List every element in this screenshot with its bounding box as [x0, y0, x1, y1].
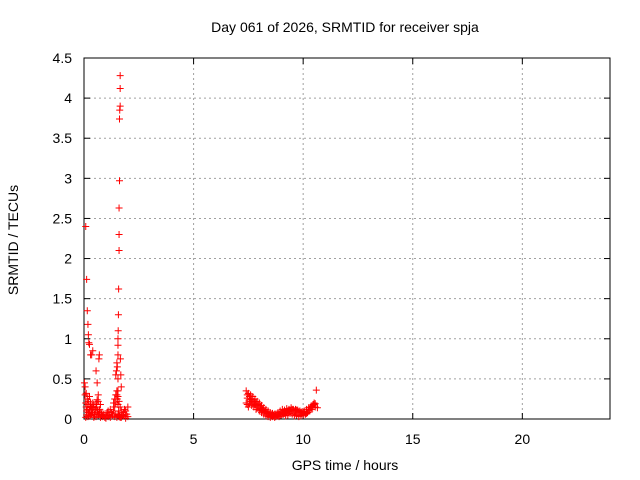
data-point [116, 355, 124, 363]
data-point [81, 391, 89, 399]
data-point [124, 403, 132, 411]
data-point [82, 389, 90, 397]
x-axis-label: GPS time / hours [292, 457, 399, 473]
data-point [115, 285, 123, 293]
x-tick-label: 15 [405, 431, 421, 447]
grid-lines [84, 58, 610, 419]
x-tick-label: 0 [80, 431, 88, 447]
y-tick-label: 4.5 [53, 50, 73, 66]
data-point [117, 371, 125, 379]
y-tick-label: 1.5 [53, 291, 73, 307]
data-point [95, 351, 103, 359]
y-tick-label: 0 [64, 411, 72, 427]
data-point [85, 339, 93, 347]
data-point [313, 404, 321, 412]
data-point [116, 84, 124, 92]
y-tick-label: 3 [64, 170, 72, 186]
data-point [116, 115, 124, 123]
data-point [96, 401, 104, 409]
data-point [117, 383, 125, 391]
data-point [91, 405, 99, 413]
data-point [82, 222, 90, 230]
data-point [117, 407, 125, 415]
data-point [115, 230, 123, 238]
data-point [94, 391, 102, 399]
data-point [116, 177, 124, 185]
y-tick-label: 2.5 [53, 210, 73, 226]
data-point [311, 400, 319, 408]
data-point [110, 399, 118, 407]
data-point [86, 412, 94, 420]
data-point [112, 367, 120, 375]
x-tick-label: 5 [190, 431, 198, 447]
data-point [89, 347, 97, 355]
data-point [92, 367, 100, 375]
data-point [93, 396, 101, 404]
data-point [115, 397, 123, 405]
data-point [124, 413, 132, 421]
y-tick-label: 4 [64, 90, 72, 106]
data-point [113, 363, 121, 371]
data-point [115, 204, 123, 212]
y-tick-label: 1 [64, 331, 72, 347]
data-point [83, 275, 91, 283]
chart-title: Day 061 of 2026, SRMTID for receiver spj… [211, 19, 479, 35]
data-point [114, 341, 122, 349]
data-point [114, 335, 122, 343]
data-point [114, 327, 122, 335]
data-points [80, 72, 321, 422]
data-point [114, 387, 122, 395]
data-point [116, 403, 124, 411]
data-point [116, 102, 124, 110]
data-point [116, 72, 124, 80]
data-point [114, 311, 122, 319]
data-point [85, 340, 93, 348]
data-point [89, 399, 97, 407]
y-tick-label: 2 [64, 251, 72, 267]
data-point [80, 379, 88, 387]
data-point [114, 375, 122, 383]
axis-ticks: 0 5 10 15 20 0 0.5 1 1.5 2 2.5 3 3.5 4 4.5 [53, 50, 610, 447]
x-tick-label: 10 [295, 431, 311, 447]
data-point [84, 331, 92, 339]
data-point [85, 409, 93, 417]
data-point [312, 386, 320, 394]
data-point [81, 383, 89, 391]
data-point [84, 397, 92, 405]
y-tick-label: 3.5 [53, 130, 73, 146]
y-tick-label: 0.5 [53, 371, 73, 387]
data-point [84, 320, 92, 328]
data-point [83, 307, 91, 315]
data-point [88, 404, 96, 412]
plot-frame [83, 57, 611, 420]
data-point [106, 405, 114, 413]
data-point [88, 351, 96, 359]
data-point [114, 351, 122, 359]
y-axis-label: SRMTID / TECUs [5, 185, 21, 295]
data-point [85, 393, 93, 401]
data-point [93, 379, 101, 387]
data-point [115, 247, 123, 255]
x-tick-label: 20 [515, 431, 531, 447]
data-point [95, 407, 103, 415]
